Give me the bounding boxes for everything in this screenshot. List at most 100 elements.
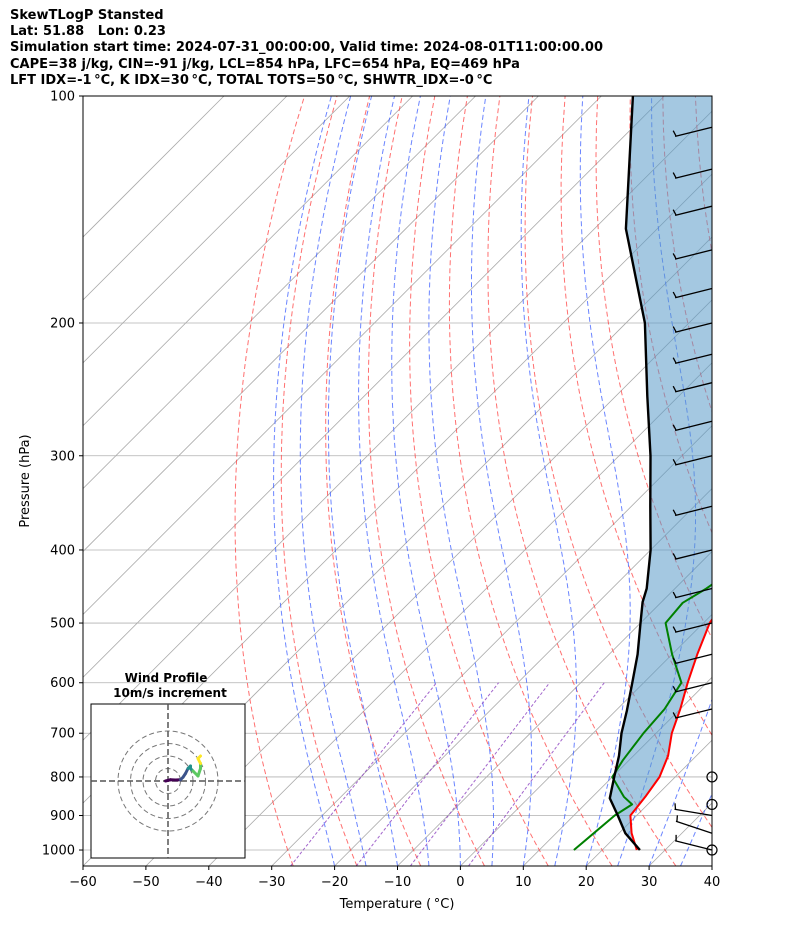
moist-adiabat bbox=[428, 96, 494, 866]
wind-barb-shaft bbox=[674, 653, 713, 665]
wind-barb-half-flag bbox=[672, 657, 677, 664]
wind-barb-half-flag bbox=[672, 209, 677, 216]
y-tick-label: 800 bbox=[50, 770, 75, 785]
wind-barb-half-flag bbox=[672, 130, 677, 137]
y-tick-label: 400 bbox=[50, 543, 75, 558]
dry-adiabat bbox=[409, 96, 549, 866]
wind-barb-half-flag bbox=[672, 385, 677, 392]
moist-adiabat bbox=[327, 96, 398, 866]
moist-adiabat bbox=[648, 698, 712, 866]
x-tick-label: 10 bbox=[515, 875, 532, 890]
cape-area bbox=[610, 96, 712, 850]
isotherm bbox=[711, 865, 712, 866]
x-tick-label: 40 bbox=[704, 875, 721, 890]
moist-adiabat bbox=[520, 96, 578, 866]
wind-barb-half-flag bbox=[672, 685, 677, 693]
wind-barb-half-flag bbox=[672, 458, 677, 466]
moist-adiabat bbox=[471, 96, 533, 866]
wind-barb-half-flag bbox=[672, 509, 677, 516]
mixing-ratio-line bbox=[290, 682, 437, 866]
isotherm bbox=[208, 362, 712, 866]
wind-barb bbox=[672, 382, 713, 393]
temperature-line bbox=[629, 617, 712, 851]
mixing-ratio-line bbox=[409, 682, 550, 866]
y-tick-label: 100 bbox=[50, 90, 75, 105]
wind-barb bbox=[672, 682, 713, 693]
wind-barb-shaft bbox=[674, 126, 713, 138]
x-tick-label: 30 bbox=[641, 875, 658, 890]
wind-barb-shaft bbox=[674, 808, 713, 817]
dry-adiabat bbox=[761, 96, 794, 866]
inset-title: Wind Profile bbox=[125, 671, 208, 685]
mixing-ratio-line bbox=[355, 682, 499, 866]
wind-barb-shaft bbox=[674, 205, 713, 217]
wind-profile-inset: Wind Profile 10m/s increment bbox=[90, 671, 246, 859]
wind-barb-shaft bbox=[674, 420, 713, 432]
wind-barb bbox=[672, 287, 713, 299]
y-tick-label: 700 bbox=[50, 727, 75, 742]
wind-barb-half-flag bbox=[672, 253, 677, 260]
wind-barb bbox=[672, 322, 713, 333]
isotherm bbox=[334, 488, 712, 866]
isotherm bbox=[83, 96, 665, 678]
wind-barb-shaft bbox=[674, 455, 713, 466]
wind-barb bbox=[674, 803, 713, 817]
x-tick-label: −20 bbox=[321, 875, 348, 890]
y-tick-label: 300 bbox=[50, 449, 75, 464]
dry-adiabat bbox=[595, 96, 712, 640]
dry-adiabat bbox=[524, 96, 712, 829]
wind-barb-half-flag bbox=[672, 553, 677, 560]
parcel-line bbox=[608, 96, 652, 851]
x-axis-label: Temperature ( °C) bbox=[339, 897, 455, 912]
dry-adiabat bbox=[448, 96, 613, 866]
wind-barb-shaft bbox=[674, 322, 713, 333]
wind-barb bbox=[675, 815, 713, 834]
wind-barb bbox=[672, 126, 713, 138]
isotherm bbox=[83, 96, 351, 364]
wind-barb-shaft bbox=[674, 353, 713, 365]
dry-adiabat bbox=[325, 96, 422, 866]
x-tick-label: −50 bbox=[132, 875, 159, 890]
wind-barb-shaft bbox=[674, 249, 713, 260]
wind-barb-shaft bbox=[674, 622, 713, 633]
profile-lines bbox=[573, 96, 712, 851]
dry-adiabat bbox=[487, 96, 677, 866]
wind-barb-half-flag bbox=[672, 357, 677, 364]
isotherm bbox=[83, 96, 602, 615]
x-tick-label: 20 bbox=[578, 875, 595, 890]
moist-adiabat bbox=[273, 96, 336, 866]
wind-barb-shaft bbox=[674, 287, 713, 299]
wind-barb-shaft bbox=[674, 505, 713, 517]
wind-barb-shaft bbox=[674, 840, 713, 851]
y-tick-label: 900 bbox=[50, 809, 75, 824]
moist-adiabat bbox=[617, 96, 696, 866]
wind-barb bbox=[672, 420, 713, 432]
mixing-ratio-line bbox=[468, 682, 605, 866]
moist-adiabat bbox=[680, 792, 712, 866]
moist-adiabat bbox=[358, 96, 430, 866]
moist-adiabat bbox=[391, 96, 461, 866]
x-tick-label: −60 bbox=[69, 875, 96, 890]
y-tick-label: 1000 bbox=[42, 844, 75, 859]
wind-barb bbox=[672, 622, 713, 633]
wind-barb bbox=[672, 708, 713, 719]
x-tick-label: −30 bbox=[258, 875, 285, 890]
isotherm bbox=[397, 550, 712, 866]
wind-barb-half-flag bbox=[672, 326, 677, 333]
wind-barb bbox=[672, 249, 713, 260]
wind-barb bbox=[674, 834, 713, 851]
isotherm bbox=[83, 96, 413, 427]
wind-barb-half-flag bbox=[672, 712, 677, 719]
wind-barb bbox=[672, 353, 713, 365]
moist-adiabat bbox=[711, 864, 712, 866]
isotherm bbox=[145, 299, 712, 866]
header-title: SkewTLogP Stansted bbox=[10, 8, 164, 23]
wind-barbs bbox=[672, 126, 718, 856]
wind-barb-half-flag bbox=[672, 291, 677, 298]
wind-barb-half-flag bbox=[672, 626, 677, 633]
dry-adiabat bbox=[367, 96, 485, 866]
wind-barb-shaft bbox=[674, 587, 713, 599]
header-times: Simulation start time: 2024-07-31_00:00:… bbox=[10, 40, 603, 56]
wind-barb bbox=[672, 653, 713, 665]
